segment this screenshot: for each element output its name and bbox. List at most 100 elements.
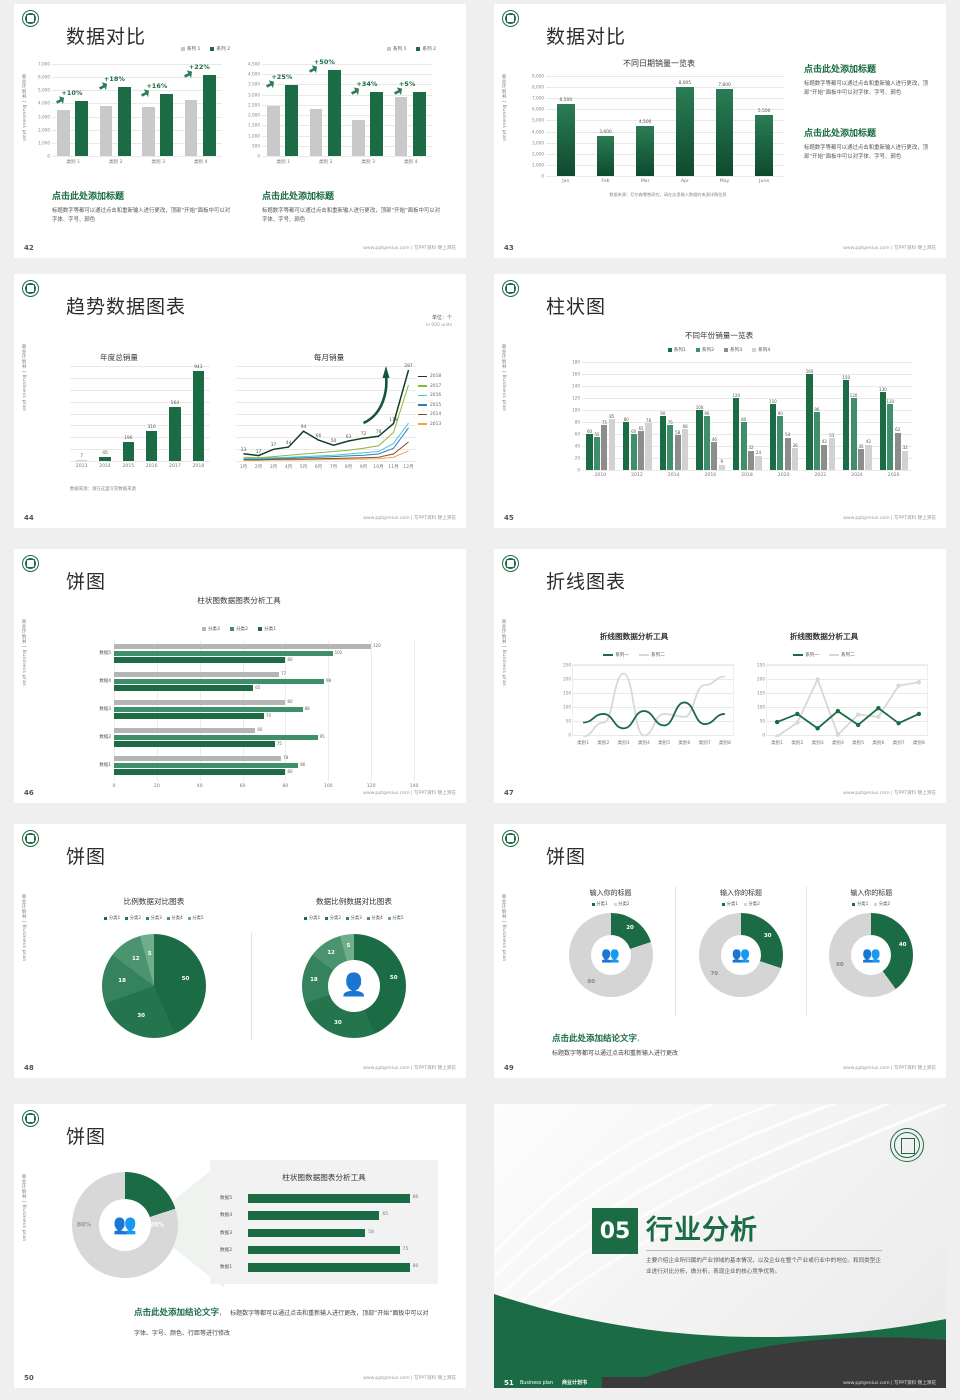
x-axis-tick: 20 xyxy=(153,784,160,789)
bar xyxy=(114,685,254,691)
slide-49[interactable]: 商业计划书 | Business plan 饼图 输入你的标题 分类1 分类2 👥 20… xyxy=(494,824,946,1078)
bar-value-label: 564 xyxy=(170,401,180,407)
legend-swatch xyxy=(695,348,700,352)
legend-item: 分类5 xyxy=(387,915,404,921)
slice-value-label: 5 xyxy=(346,942,351,949)
bar-value-label: 3,600 xyxy=(599,130,612,135)
slide-42[interactable]: 商业计划书 | Business plan 数据对比 系列 1 系列 2 0 1,… xyxy=(14,4,466,258)
doughnut-hole xyxy=(851,935,892,975)
slide-cell-45[interactable]: 商业计划书 | Business plan 柱状图 不同年份销量一览表 系列1 系… xyxy=(480,270,960,545)
page-title: 饼图 xyxy=(66,571,107,593)
y-axis-tick: 100 xyxy=(572,407,580,413)
bar-value-label: 95 xyxy=(319,734,325,740)
legend-swatch xyxy=(418,423,427,425)
slide-cell-50[interactable]: 商业计划书 | Business plan 饼图 👥 20% 80% 柱状图数据图表… xyxy=(0,1100,480,1400)
x-axis-tick: 类别8 xyxy=(912,741,925,746)
slide-47[interactable]: 商业计划书 | Business plan 折线图表 折线图数据分析工具 系列一… xyxy=(494,549,946,803)
bar-value-label: 80 xyxy=(287,768,293,774)
legend-item: 2016 xyxy=(418,393,458,398)
y-axis-tick: 100 xyxy=(757,704,765,710)
chart-legend-right: 系列一 系列二 xyxy=(744,652,904,658)
x-axis-tick: 2018 xyxy=(192,464,205,469)
slice-value-label: 50 xyxy=(389,974,398,981)
y-axis-tick: 5,000 xyxy=(38,87,50,93)
x-axis-tick: 2024 xyxy=(851,473,863,478)
point-value-label: 63 xyxy=(345,435,352,441)
bar xyxy=(122,442,134,461)
legend-swatch xyxy=(591,902,595,906)
sidebar-vertical-text: 商业计划书 | Business plan xyxy=(501,894,506,962)
bar xyxy=(696,410,703,470)
legend-item: 分类1 xyxy=(852,901,868,907)
seal-logo-icon xyxy=(22,10,39,27)
x-axis-tick: 10月 xyxy=(373,465,384,470)
bar xyxy=(248,1194,410,1203)
y-axis-category: 数据2 xyxy=(99,734,111,740)
legend-item: 系列1 xyxy=(667,347,686,353)
y-axis-tick: 160 xyxy=(572,371,580,377)
gridline xyxy=(414,641,415,781)
chart-title: 柱状图数据图表分析工具 xyxy=(282,1173,366,1182)
y-axis-tick: 1,000 xyxy=(248,133,260,139)
block-body: 标题数字等都可以通过点击和重新输入进行更改，顶部“开始”面板中可以对字体、字号、… xyxy=(262,208,441,224)
legend-item: 分类4 xyxy=(366,915,383,921)
legend-swatch xyxy=(304,916,308,920)
slide-cell-47[interactable]: 商业计划书 | Business plan 折线图表 折线图数据分析工具 系列一… xyxy=(480,545,960,820)
slice-value-label: 80 xyxy=(587,978,596,985)
page-title: 柱状图 xyxy=(546,296,607,318)
legend-item: 系列一 xyxy=(603,652,629,658)
slide-cell-49[interactable]: 商业计划书 | Business plan 饼图 输入你的标题 分类1 分类2 👥 20… xyxy=(480,820,960,1100)
legend-label: 系列一 xyxy=(615,653,629,658)
slide-50[interactable]: 商业计划书 | Business plan 饼图 👥 20% 80% 柱状图数据图表… xyxy=(14,1104,466,1388)
x-axis-tick: 2014 xyxy=(99,464,111,469)
bar-value-label: 4,500 xyxy=(638,120,652,125)
page-title: 数据对比 xyxy=(66,26,147,48)
legend-swatch xyxy=(874,902,878,906)
chart-title-right: 数据比例数据对比图表 xyxy=(316,897,392,906)
x-axis-tick: 2014 xyxy=(667,473,680,478)
monthly-sales-line-chart: 1月 23 2月 17 3月 37 4月 44 5月 94 6月 66 7月 50 8月 63 9月 72 10月 7… xyxy=(236,364,416,470)
legend-item: 分类1 xyxy=(722,901,738,907)
bar-value-label: 80 xyxy=(412,1195,419,1201)
seal-logo-icon xyxy=(22,280,39,297)
slide-cell-51[interactable]: 05 行业分析 主要介绍企业所归属的产业领域的基本情况，以及企业在整个产业或行业… xyxy=(480,1100,960,1400)
donut-block: 输入你的标题 分类1 分类2 👥 40 60 xyxy=(805,886,936,1016)
slide-cell-42[interactable]: 商业计划书 | Business plan 数据对比 系列 1 系列 2 0 1,… xyxy=(0,0,480,270)
section-body: 主要介绍企业所归属的产业领域的基本情况，以及企业在整个产业或行业中的地位。和同类… xyxy=(646,1258,881,1275)
bar xyxy=(412,91,426,156)
bar-value-label: 196 xyxy=(124,436,133,442)
x-axis-tick: 12月 xyxy=(403,465,414,470)
slide-46[interactable]: 商业计划书 | Business plan 饼图 柱状图数据图表分析工具 分类3… xyxy=(14,549,466,803)
y-axis-tick: 2,000 xyxy=(532,151,544,157)
legend-label: 2013 xyxy=(430,421,442,427)
legend-label: 系列3 xyxy=(730,348,743,353)
bar xyxy=(248,1211,380,1220)
slide-cell-48[interactable]: 商业计划书 | Business plan 饼图 比例数据对比图表 分类1 分类2… xyxy=(0,820,480,1100)
legend-item: 2014 xyxy=(418,412,458,417)
legend-swatch xyxy=(829,654,839,656)
x-axis-tick: 60 xyxy=(239,784,246,789)
bar xyxy=(630,434,637,470)
slide-cell-46[interactable]: 商业计划书 | Business plan 饼图 柱状图数据图表分析工具 分类3… xyxy=(0,545,480,820)
bar-chart: 0 1,000 2,000 3,000 4,000 5,000 6,000 7,000 8,00… xyxy=(532,74,784,184)
bar-value-label: 62 xyxy=(895,427,901,433)
slide-cell-44[interactable]: 商业计划书 | Business plan 趋势数据图表 单位：个 in 000… xyxy=(0,270,480,545)
legend-item: 分类3 xyxy=(346,915,362,921)
slide-51[interactable]: 05 行业分析 主要介绍企业所归属的产业领域的基本情况，以及企业在整个产业或行业… xyxy=(494,1104,946,1388)
bar xyxy=(777,416,784,470)
bar-value-label: 32 xyxy=(902,445,908,451)
slide-cell-43[interactable]: 商业计划书 | Business plan 数据对比 不同日期销量一览表 0 1,… xyxy=(480,0,960,270)
slide-45[interactable]: 商业计划书 | Business plan 柱状图 不同年份销量一览表 系列1 系… xyxy=(494,274,946,528)
bar xyxy=(114,727,256,734)
growth-annotation: +16% xyxy=(146,81,168,90)
legend-swatch xyxy=(229,627,234,631)
slide-48[interactable]: 商业计划书 | Business plan 饼图 比例数据对比图表 分类1 分类2… xyxy=(14,824,466,1078)
bar-value-label: 78 xyxy=(645,417,652,423)
block-heading: 点击此处添加标题 xyxy=(262,192,335,202)
y-axis-tick: 140 xyxy=(572,383,580,389)
doughnut-chart: 👥 30 70 xyxy=(698,913,783,997)
legend-label: 分类5 xyxy=(392,916,404,921)
slide-43[interactable]: 商业计划书 | Business plan 数据对比 不同日期销量一览表 0 1,… xyxy=(494,4,946,258)
slide-44[interactable]: 商业计划书 | Business plan 趋势数据图表 单位：个 in 000… xyxy=(14,274,466,528)
sidebar-vertical-text: 商业计划书 | Business plan xyxy=(501,74,506,142)
